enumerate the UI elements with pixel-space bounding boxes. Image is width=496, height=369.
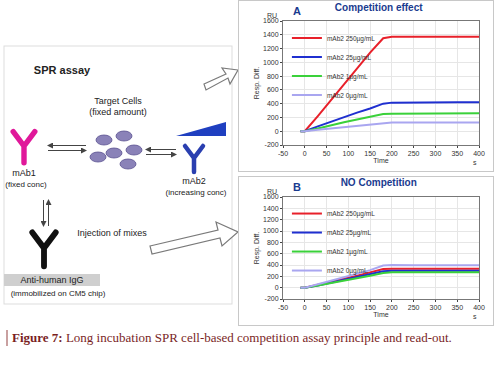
svg-text:-200: -200 xyxy=(265,141,279,148)
svg-text:100: 100 xyxy=(342,150,354,157)
svg-text:-50: -50 xyxy=(278,304,288,311)
svg-text:400: 400 xyxy=(473,150,485,157)
svg-text:300: 300 xyxy=(430,304,442,311)
svg-text:400: 400 xyxy=(267,261,279,268)
svg-text:mAb2 25µg/mL: mAb2 25µg/mL xyxy=(327,229,372,237)
svg-text:1000: 1000 xyxy=(263,59,279,66)
svg-text:1400: 1400 xyxy=(263,31,279,38)
svg-text:0: 0 xyxy=(275,284,279,291)
svg-text:350: 350 xyxy=(451,304,463,311)
svg-text:0: 0 xyxy=(303,150,307,157)
svg-text:250: 250 xyxy=(408,150,420,157)
svg-text:mAb2 1µg/mL: mAb2 1µg/mL xyxy=(327,248,368,256)
svg-text:300: 300 xyxy=(430,150,442,157)
svg-text:(increasing conc): (increasing conc) xyxy=(166,188,227,197)
svg-text:Target Cells: Target Cells xyxy=(94,96,142,106)
svg-text:Injection of mixes: Injection of mixes xyxy=(77,228,147,238)
svg-text:B: B xyxy=(293,181,301,193)
svg-text:600: 600 xyxy=(267,250,279,257)
svg-text:800: 800 xyxy=(267,73,279,80)
svg-text:-200: -200 xyxy=(265,295,279,302)
svg-text:1600: 1600 xyxy=(263,193,279,200)
svg-text:(fixed amount): (fixed amount) xyxy=(89,107,147,117)
svg-text:RU: RU xyxy=(267,12,277,19)
svg-text:250: 250 xyxy=(408,304,420,311)
svg-text:1200: 1200 xyxy=(263,216,279,223)
svg-text:400: 400 xyxy=(473,304,485,311)
svg-text:Anti-human IgG: Anti-human IgG xyxy=(20,275,83,285)
svg-text:350: 350 xyxy=(451,150,463,157)
svg-text:0: 0 xyxy=(303,304,307,311)
svg-text:A: A xyxy=(293,5,301,17)
svg-text:mAb2 0µg/mL: mAb2 0µg/mL xyxy=(327,92,368,100)
svg-text:600: 600 xyxy=(267,86,279,93)
svg-text:Time: Time xyxy=(373,157,388,164)
html-text:Figure 7: Long incubation SPR: Figure 7: Long incubation SPR cell-based… xyxy=(12,330,452,345)
svg-text:mAb2 250µg/mL: mAb2 250µg/mL xyxy=(327,210,375,218)
svg-text:200: 200 xyxy=(267,273,279,280)
svg-text:800: 800 xyxy=(267,239,279,246)
svg-text:1400: 1400 xyxy=(263,205,279,212)
svg-text:Resp. Diff.: Resp. Diff. xyxy=(253,232,261,265)
svg-text:150: 150 xyxy=(364,304,376,311)
svg-text:RU: RU xyxy=(267,188,277,195)
svg-text:200: 200 xyxy=(267,114,279,121)
svg-text:Resp. Diff.: Resp. Diff. xyxy=(253,67,261,100)
svg-text:200: 200 xyxy=(386,150,398,157)
svg-text:1000: 1000 xyxy=(263,227,279,234)
svg-text:Time: Time xyxy=(373,311,388,318)
svg-text:NO Competition: NO Competition xyxy=(341,177,417,188)
svg-text:mAb2 25µg/mL: mAb2 25µg/mL xyxy=(327,54,372,62)
svg-text:150: 150 xyxy=(364,150,376,157)
svg-text:SPR assay: SPR assay xyxy=(34,64,91,76)
svg-text:Competition effect: Competition effect xyxy=(335,2,423,13)
svg-text:200: 200 xyxy=(386,304,398,311)
svg-text:1600: 1600 xyxy=(263,17,279,24)
svg-text:mAb2 0µg/mL: mAb2 0µg/mL xyxy=(327,267,368,275)
svg-text:100: 100 xyxy=(342,304,354,311)
svg-text:mAb2: mAb2 xyxy=(182,176,206,186)
svg-text:1200: 1200 xyxy=(263,45,279,52)
svg-text:50: 50 xyxy=(323,304,331,311)
svg-text:s: s xyxy=(473,313,477,320)
svg-text:s: s xyxy=(473,159,477,166)
svg-text:50: 50 xyxy=(323,150,331,157)
svg-text:mAb2 250µg/mL: mAb2 250µg/mL xyxy=(327,35,375,43)
svg-text:(immobilized on CM5 chip): (immobilized on CM5 chip) xyxy=(11,289,106,298)
svg-text:(fixed conc): (fixed conc) xyxy=(5,180,47,189)
svg-text:mAb2 1µg/mL: mAb2 1µg/mL xyxy=(327,73,368,81)
svg-text:400: 400 xyxy=(267,100,279,107)
svg-text:0: 0 xyxy=(275,128,279,135)
svg-text:mAb1: mAb1 xyxy=(12,168,36,178)
svg-text:-50: -50 xyxy=(278,150,288,157)
